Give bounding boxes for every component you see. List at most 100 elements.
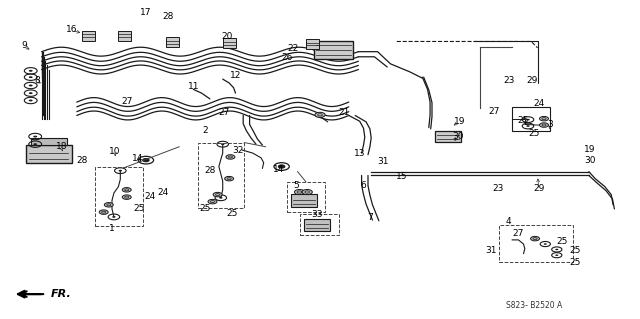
Text: 10: 10 [109,147,121,156]
Bar [223,38,236,48]
Bar [82,31,95,41]
Text: 24: 24 [157,189,169,197]
Circle shape [225,176,234,181]
FancyArrowPatch shape [21,291,44,297]
Circle shape [29,76,33,78]
Bar [314,41,353,59]
Circle shape [122,195,131,199]
Circle shape [556,255,558,256]
Text: 33: 33 [312,210,323,219]
Circle shape [143,159,149,162]
Circle shape [531,236,540,241]
Circle shape [118,170,122,172]
Text: 23: 23 [503,76,515,85]
Text: 23: 23 [492,184,504,193]
Bar [95,167,143,226]
Text: 19: 19 [584,145,596,154]
Text: 2: 2 [202,126,207,135]
Text: 25: 25 [556,237,568,246]
Text: 18: 18 [56,142,67,151]
Text: FR.: FR. [51,289,72,299]
Circle shape [226,155,235,159]
Text: 6: 6 [361,181,366,190]
Bar [291,194,317,207]
Circle shape [219,197,223,199]
Text: S823- B2520 A: S823- B2520 A [506,301,562,310]
Text: 32: 32 [232,146,244,155]
Text: 14: 14 [273,165,284,174]
Text: 21: 21 [339,108,350,117]
Circle shape [302,189,312,195]
Circle shape [33,143,37,145]
Circle shape [29,85,33,86]
Text: 28: 28 [162,12,173,21]
Text: 28: 28 [204,166,216,175]
Circle shape [315,112,325,117]
Text: 28: 28 [76,156,88,165]
Text: 27: 27 [513,229,524,238]
Text: 16: 16 [66,25,77,34]
Text: 14: 14 [132,154,143,163]
Text: 1: 1 [109,224,115,233]
Text: 27: 27 [488,107,500,116]
Text: 25: 25 [529,129,540,138]
Text: 20: 20 [221,32,233,41]
Text: 24: 24 [144,192,156,201]
Text: 29: 29 [527,76,538,85]
Bar [166,37,179,47]
Text: 27: 27 [218,108,230,117]
Text: 25: 25 [518,116,529,125]
Text: 9: 9 [22,41,27,50]
Text: 30: 30 [584,156,596,165]
Text: 3: 3 [548,120,553,129]
Text: 25: 25 [569,246,580,255]
Circle shape [221,143,225,145]
Circle shape [526,119,530,121]
Bar [300,214,339,235]
Circle shape [104,203,113,207]
Circle shape [213,192,222,197]
Circle shape [33,136,37,137]
Text: 25: 25 [199,204,211,213]
Text: 31: 31 [486,246,497,255]
Text: 22: 22 [287,44,299,53]
Circle shape [278,165,285,168]
Text: 4: 4 [506,217,511,226]
Text: 7: 7 [367,213,372,222]
Bar [435,131,461,142]
Text: 27: 27 [121,97,132,106]
Text: 25: 25 [134,204,145,213]
Circle shape [29,92,33,94]
Text: 30: 30 [452,132,463,141]
Bar [26,145,72,163]
Bar [304,219,330,231]
Text: 15: 15 [396,172,408,181]
Text: 26: 26 [281,53,292,62]
Bar [198,143,244,208]
Bar [287,182,325,212]
Circle shape [208,199,217,204]
Circle shape [29,70,33,72]
Circle shape [526,125,530,127]
Text: 8: 8 [35,76,40,85]
Circle shape [540,123,548,127]
Text: 29: 29 [533,184,545,193]
Text: 13: 13 [354,149,365,158]
Circle shape [99,210,108,214]
Bar [31,138,67,145]
Circle shape [112,216,116,218]
Text: 12: 12 [230,71,241,80]
Circle shape [122,188,131,192]
Text: 25: 25 [569,258,580,267]
Circle shape [294,189,305,195]
Text: 5: 5 [293,181,298,190]
Text: 25: 25 [226,209,237,218]
Bar [118,31,131,41]
Bar [512,107,550,131]
Text: 17: 17 [140,8,152,17]
Text: 19: 19 [454,117,465,126]
Bar [499,225,573,262]
Circle shape [544,243,547,245]
Bar [306,39,319,49]
Text: 31: 31 [377,157,388,166]
